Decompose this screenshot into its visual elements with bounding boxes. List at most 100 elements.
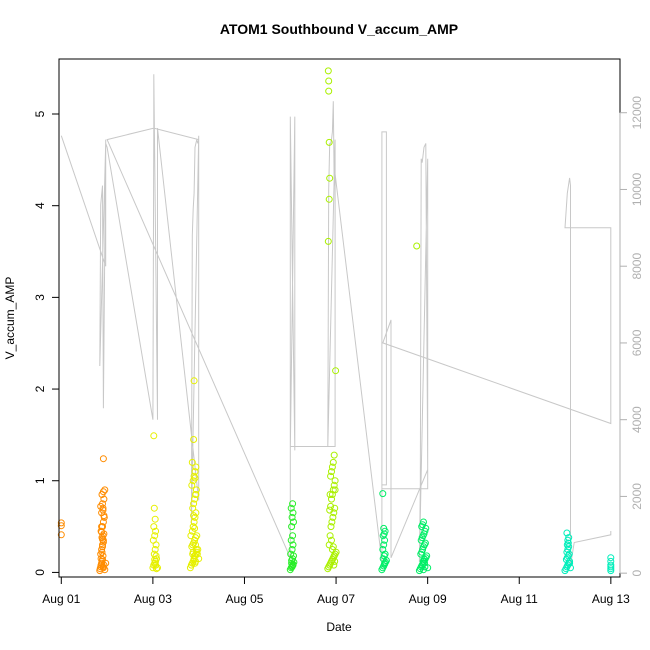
- data-point: [326, 506, 334, 514]
- data-point: [192, 541, 199, 549]
- data-point: [326, 491, 334, 498]
- data-point: [380, 541, 388, 549]
- data-point: [190, 512, 198, 520]
- data-point: [328, 463, 336, 471]
- data-point: [192, 491, 200, 498]
- data-point: [324, 237, 332, 245]
- data-point: [99, 506, 107, 514]
- data-point: [381, 559, 389, 567]
- data-point: [99, 535, 106, 543]
- data-point: [57, 519, 65, 527]
- data-point: [152, 552, 160, 560]
- data-point: [563, 529, 571, 537]
- right-y-tick-label: 6000: [630, 329, 644, 356]
- y-axis-label: V_accum_AMP: [3, 277, 17, 360]
- data-point: [324, 67, 332, 75]
- right-y-tick-label: 2000: [630, 483, 644, 510]
- data-point: [331, 486, 339, 494]
- data-point: [191, 495, 199, 503]
- x-axis-label: Date: [326, 620, 352, 634]
- data-point: [330, 561, 338, 569]
- right-y-tick-label: 12000: [630, 96, 644, 130]
- data-point: [98, 548, 106, 556]
- data-point: [190, 500, 198, 508]
- data-point: [565, 543, 573, 551]
- y-tick-label: 2: [33, 385, 47, 392]
- y-axis: 0 1 2 3 4 5: [33, 110, 60, 576]
- y-tick-label: 1: [33, 477, 47, 484]
- data-point: [331, 477, 339, 485]
- x-tick-label: Aug 11: [501, 592, 538, 606]
- data-point: [192, 534, 199, 542]
- data-point: [607, 557, 615, 565]
- data-point: [288, 546, 296, 553]
- data-point: [331, 557, 339, 565]
- data-point: [420, 555, 428, 563]
- data-point: [565, 550, 573, 558]
- data-point: [191, 524, 199, 532]
- data-point: [288, 513, 296, 521]
- data-point: [57, 531, 65, 539]
- data-point: [98, 528, 106, 536]
- data-point: [102, 559, 110, 567]
- data-point: [607, 561, 615, 569]
- x-tick-label: Aug 09: [409, 592, 447, 606]
- data-point: [327, 523, 335, 531]
- data-point: [191, 474, 199, 482]
- data-point: [189, 523, 197, 531]
- secondary-line-layer: [60, 74, 612, 566]
- data-point: [99, 504, 107, 512]
- data-point: [152, 561, 160, 569]
- right-y-tick-label: 0: [630, 570, 644, 577]
- x-tick-label: Aug 01: [42, 592, 80, 606]
- data-point: [607, 554, 615, 562]
- data-point: [325, 77, 333, 85]
- chart-title: ATOM1 Southbound V_accum_AMP: [220, 21, 458, 37]
- data-point: [152, 527, 160, 535]
- y-tick-label: 5: [33, 110, 47, 117]
- data-point: [325, 138, 333, 146]
- data-point: [99, 455, 107, 463]
- data-point: [190, 436, 198, 443]
- data-point: [413, 242, 421, 250]
- data-point: [379, 546, 387, 553]
- x-axis: Aug 01 Aug 03 Aug 05 Aug 07 Aug 09 Aug 11 Aug …: [42, 576, 630, 606]
- data-point: [101, 486, 109, 494]
- data-point: [97, 550, 105, 558]
- data-point: [332, 367, 340, 375]
- data-point: [566, 559, 574, 567]
- data-point: [151, 515, 159, 523]
- data-point: [289, 509, 297, 517]
- data-point: [193, 532, 201, 540]
- data-point: [379, 490, 387, 498]
- data-point: [328, 536, 335, 544]
- data-point: [420, 518, 427, 526]
- data-point: [190, 377, 198, 385]
- x-tick-label: Aug 03: [134, 592, 172, 606]
- data-point: [329, 543, 337, 551]
- data-point: [330, 451, 338, 459]
- data-point: [326, 174, 334, 182]
- x-tick-label: Aug 07: [317, 592, 355, 606]
- data-point: [328, 495, 335, 503]
- right-y-tick-label: 4000: [630, 406, 644, 433]
- y-tick-label: 0: [33, 569, 47, 576]
- right-y-tick-label: 8000: [630, 253, 644, 280]
- data-point: [287, 504, 295, 512]
- x-tick-label: Aug 05: [225, 592, 263, 606]
- data-point: [325, 195, 333, 203]
- data-point: [327, 472, 335, 480]
- data-point: [192, 486, 200, 494]
- data-point: [380, 524, 388, 532]
- data-point: [100, 561, 108, 569]
- data-point: [289, 532, 297, 540]
- data-point: [288, 559, 296, 567]
- data-point: [420, 566, 427, 574]
- data-point: [189, 548, 197, 556]
- data-point: [424, 564, 432, 572]
- data-point: [287, 550, 295, 558]
- data-point: [99, 488, 107, 496]
- data-point: [150, 432, 158, 440]
- x-tick-label: Aug 13: [592, 592, 630, 606]
